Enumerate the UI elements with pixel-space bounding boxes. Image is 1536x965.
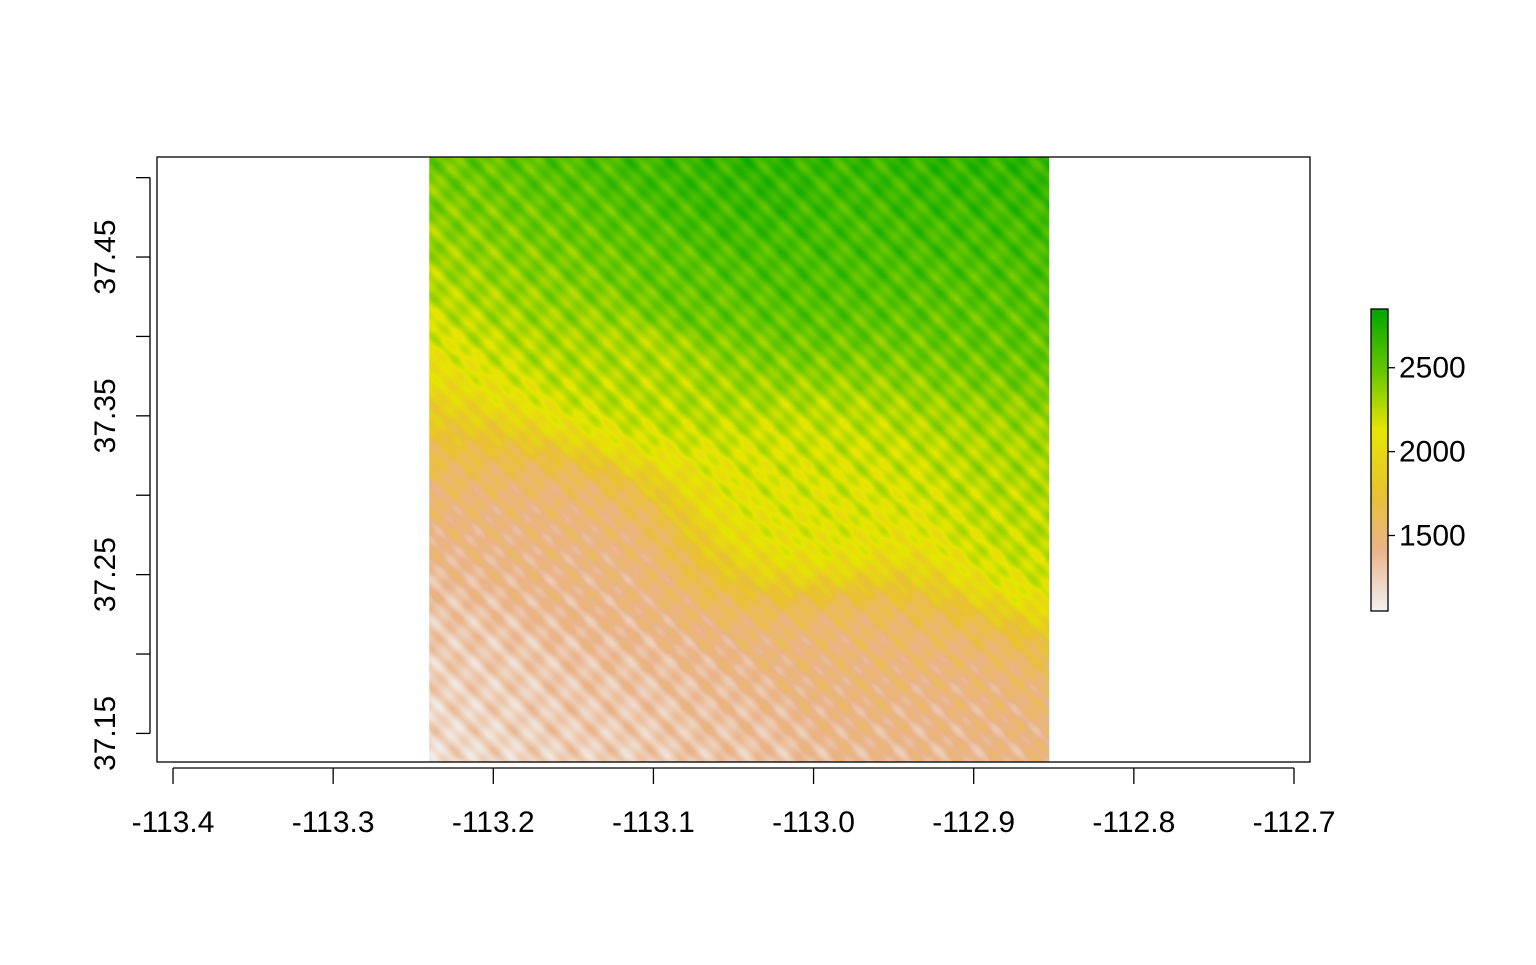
plot-frame bbox=[156, 156, 1311, 763]
y-tick-label: 37.45 bbox=[89, 220, 122, 295]
elevation-raster-image bbox=[429, 157, 1050, 762]
legend-tick-label: 1500 bbox=[1399, 520, 1466, 553]
color-legend: 1500 2000 2500 bbox=[1370, 308, 1466, 612]
x-tick-label: -112.9 bbox=[932, 806, 1015, 839]
x-tick-label: -113.2 bbox=[452, 806, 535, 839]
y-tick-label: 37.25 bbox=[89, 537, 122, 612]
x-tick-label: -112.7 bbox=[1253, 806, 1336, 839]
elevation-raster bbox=[429, 157, 1050, 762]
legend-color-bar bbox=[1370, 308, 1389, 612]
x-tick-label: -113.4 bbox=[132, 806, 215, 839]
x-tick-label: -113.3 bbox=[292, 806, 375, 839]
legend-tick-label: 2000 bbox=[1399, 436, 1466, 469]
x-tick-label: -113.1 bbox=[612, 806, 695, 839]
x-tick-label: -112.8 bbox=[1092, 806, 1175, 839]
y-tick-label: 37.35 bbox=[89, 378, 122, 453]
x-axis: -113.4 -113.3 -113.2 -113.1 -113.0 -112.9 -112… bbox=[132, 767, 1336, 839]
x-tick-label: -113.0 bbox=[772, 806, 855, 839]
y-axis: 37.15 37.25 37.35 37.45 bbox=[89, 176, 151, 771]
legend-tick-label: 2500 bbox=[1399, 352, 1466, 385]
y-tick-label: 37.15 bbox=[89, 696, 122, 771]
